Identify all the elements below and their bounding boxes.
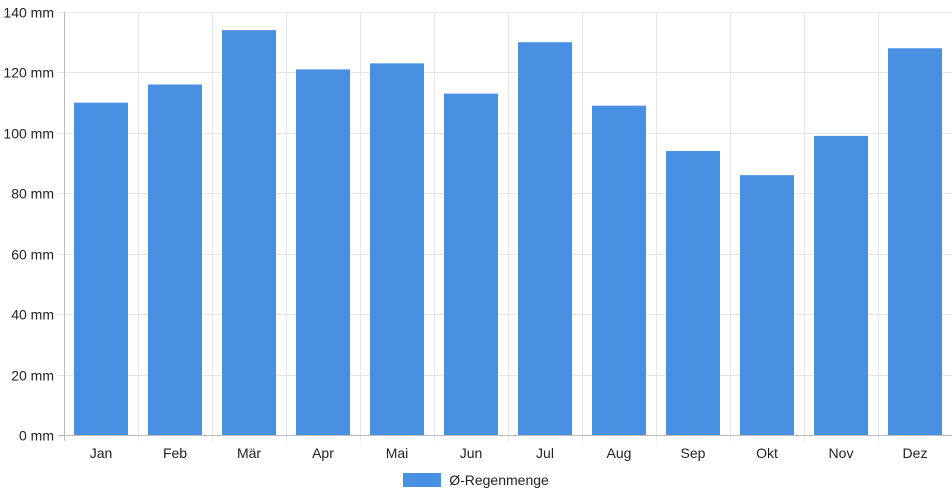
bar (666, 150, 720, 435)
x-tick-label: Dez (903, 445, 928, 461)
y-tick-label: 40 mm (11, 307, 54, 323)
axis-layer: 0 mm 20 mm 40 mm 60 mm 80 mm 100 mm 120 mm 140 … (3, 5, 952, 461)
y-tick-label: 20 mm (11, 368, 54, 384)
x-tick-label: Jan (90, 445, 113, 461)
bar (222, 30, 276, 435)
bar (740, 175, 794, 435)
x-tick-label: Feb (163, 445, 187, 461)
legend-swatch (403, 473, 442, 487)
chart-canvas: 0 mm 20 mm 40 mm 60 mm 80 mm 100 mm 120 mm 140 … (3, 5, 952, 461)
x-tick-label: Apr (312, 445, 334, 461)
y-tick-label: 140 mm (3, 5, 54, 21)
x-tick-label: Mär (237, 445, 261, 461)
bar (148, 84, 202, 435)
x-tick-label: Jun (460, 445, 483, 461)
bar (518, 42, 572, 435)
y-tick-label: 0 mm (19, 428, 54, 444)
y-tick-label: 60 mm (11, 247, 54, 263)
x-tick-label: Jul (536, 445, 554, 461)
bar (592, 105, 646, 436)
x-tick-label: Mai (386, 445, 409, 461)
legend-label: Ø-Regenmenge (449, 472, 549, 488)
chart-legend[interactable]: Ø-Regenmenge (0, 472, 952, 488)
bar (74, 102, 128, 436)
bar (296, 69, 350, 436)
bar (814, 135, 868, 435)
grid-layer (58, 12, 952, 441)
x-tick-label: Okt (756, 445, 778, 461)
y-tick-label: 100 mm (3, 126, 54, 142)
bar (888, 48, 942, 435)
bar (370, 63, 424, 435)
y-tick-label: 120 mm (3, 65, 54, 81)
bar (444, 93, 498, 435)
bar-layer (74, 30, 942, 436)
y-tick-label: 80 mm (11, 186, 54, 202)
x-tick-label: Aug (607, 445, 632, 461)
x-tick-label: Nov (829, 445, 854, 461)
x-tick-label: Sep (681, 445, 706, 461)
